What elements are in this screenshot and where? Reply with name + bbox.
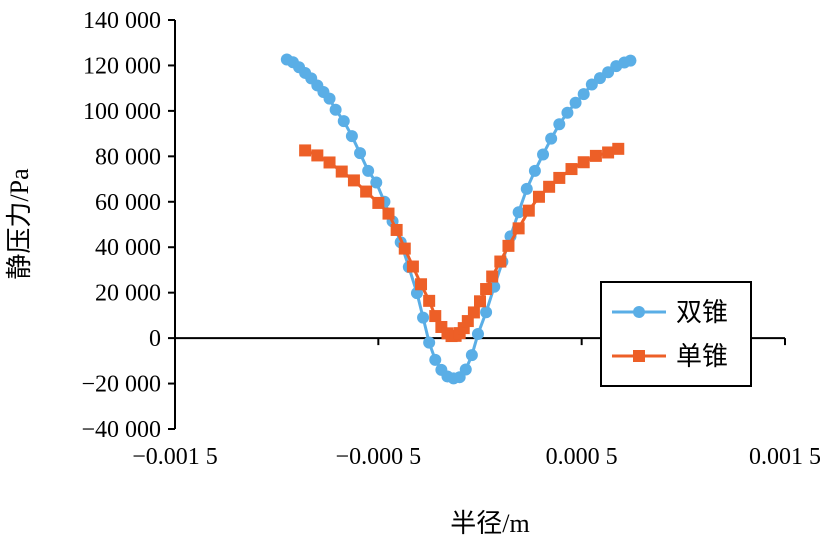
data-point: [335, 165, 348, 178]
legend-item: 双锥: [612, 298, 728, 327]
data-point: [512, 222, 525, 235]
data-point: [372, 196, 385, 209]
y-tick-label: 120 000: [83, 53, 161, 79]
data-point: [398, 242, 411, 255]
data-point: [577, 88, 590, 101]
data-point: [417, 311, 430, 324]
data-point: [390, 223, 403, 236]
series-layer: [280, 53, 637, 385]
data-point: [502, 239, 515, 252]
y-tick-label: 80 000: [95, 144, 161, 170]
data-point: [345, 130, 358, 143]
data-point: [522, 204, 535, 217]
x-axis-title: 半径/m: [450, 509, 529, 538]
data-point: [337, 115, 350, 128]
data-point: [323, 92, 336, 105]
data-point: [429, 310, 442, 323]
data-point: [354, 147, 367, 160]
data-point: [406, 260, 419, 273]
data-point: [465, 349, 478, 362]
data-point: [624, 54, 637, 67]
data-point: [585, 78, 598, 91]
data-point: [370, 176, 383, 189]
data-point: [612, 142, 625, 155]
data-point: [459, 363, 472, 376]
axes: −40 000 −20 000 0 20 000 40 000 60 000 80 000 1…: [81, 8, 820, 470]
x-tick-label: 0.001 5: [749, 444, 820, 470]
data-point: [299, 144, 312, 157]
legend-box: [600, 281, 752, 387]
data-point: [565, 163, 578, 176]
data-point: [520, 182, 533, 195]
data-point: [532, 190, 545, 203]
data-point: [423, 336, 436, 349]
y-tick-label: 0: [149, 326, 161, 352]
data-point: [528, 164, 541, 177]
y-tick-label: 140 000: [83, 8, 161, 34]
data-point: [494, 255, 507, 268]
data-point: [512, 206, 525, 219]
x-tick-label: −0.000 5: [336, 444, 422, 470]
data-point: [553, 118, 566, 131]
series-1: [280, 53, 637, 385]
legend-label: 单锥: [676, 342, 728, 371]
data-point: [471, 328, 484, 341]
legend-label: 双锥: [676, 298, 728, 327]
data-point: [589, 149, 602, 162]
x-tick-label: 0.000 5: [546, 444, 618, 470]
y-tick-label: 60 000: [95, 190, 161, 216]
y-tick-label: 40 000: [95, 235, 161, 261]
data-point: [415, 278, 428, 291]
data-point: [545, 132, 558, 145]
y-tick-label: 100 000: [83, 99, 161, 125]
data-point: [362, 164, 375, 177]
data-point: [553, 171, 566, 184]
data-point: [577, 156, 590, 169]
data-point: [480, 283, 493, 296]
data-point: [423, 294, 436, 307]
data-point: [486, 270, 499, 283]
data-point: [360, 185, 373, 198]
data-point: [480, 306, 493, 319]
data-point: [467, 306, 480, 319]
data-point: [323, 156, 336, 169]
data-point: [543, 180, 556, 193]
legend-marker: [633, 306, 645, 318]
data-point: [382, 207, 395, 220]
data-point: [561, 106, 574, 119]
data-point: [537, 148, 550, 161]
y-tick-label: −20 000: [81, 372, 161, 398]
y-tick-label: 20 000: [95, 281, 161, 307]
y-tick-label: −40 000: [81, 417, 161, 443]
data-point: [602, 146, 615, 159]
data-point: [569, 96, 582, 109]
x-tick-label: −0.001 5: [132, 444, 218, 470]
data-point: [474, 295, 486, 308]
data-point: [429, 353, 442, 366]
y-axis-title: 静压力/Pa: [5, 168, 34, 280]
series-2: [299, 142, 625, 343]
legend-item: 单锥: [612, 342, 728, 371]
data-point: [347, 174, 360, 187]
legend-marker: [633, 350, 645, 362]
data-point: [602, 66, 615, 79]
data-point: [329, 103, 342, 116]
data-point: [311, 149, 324, 162]
